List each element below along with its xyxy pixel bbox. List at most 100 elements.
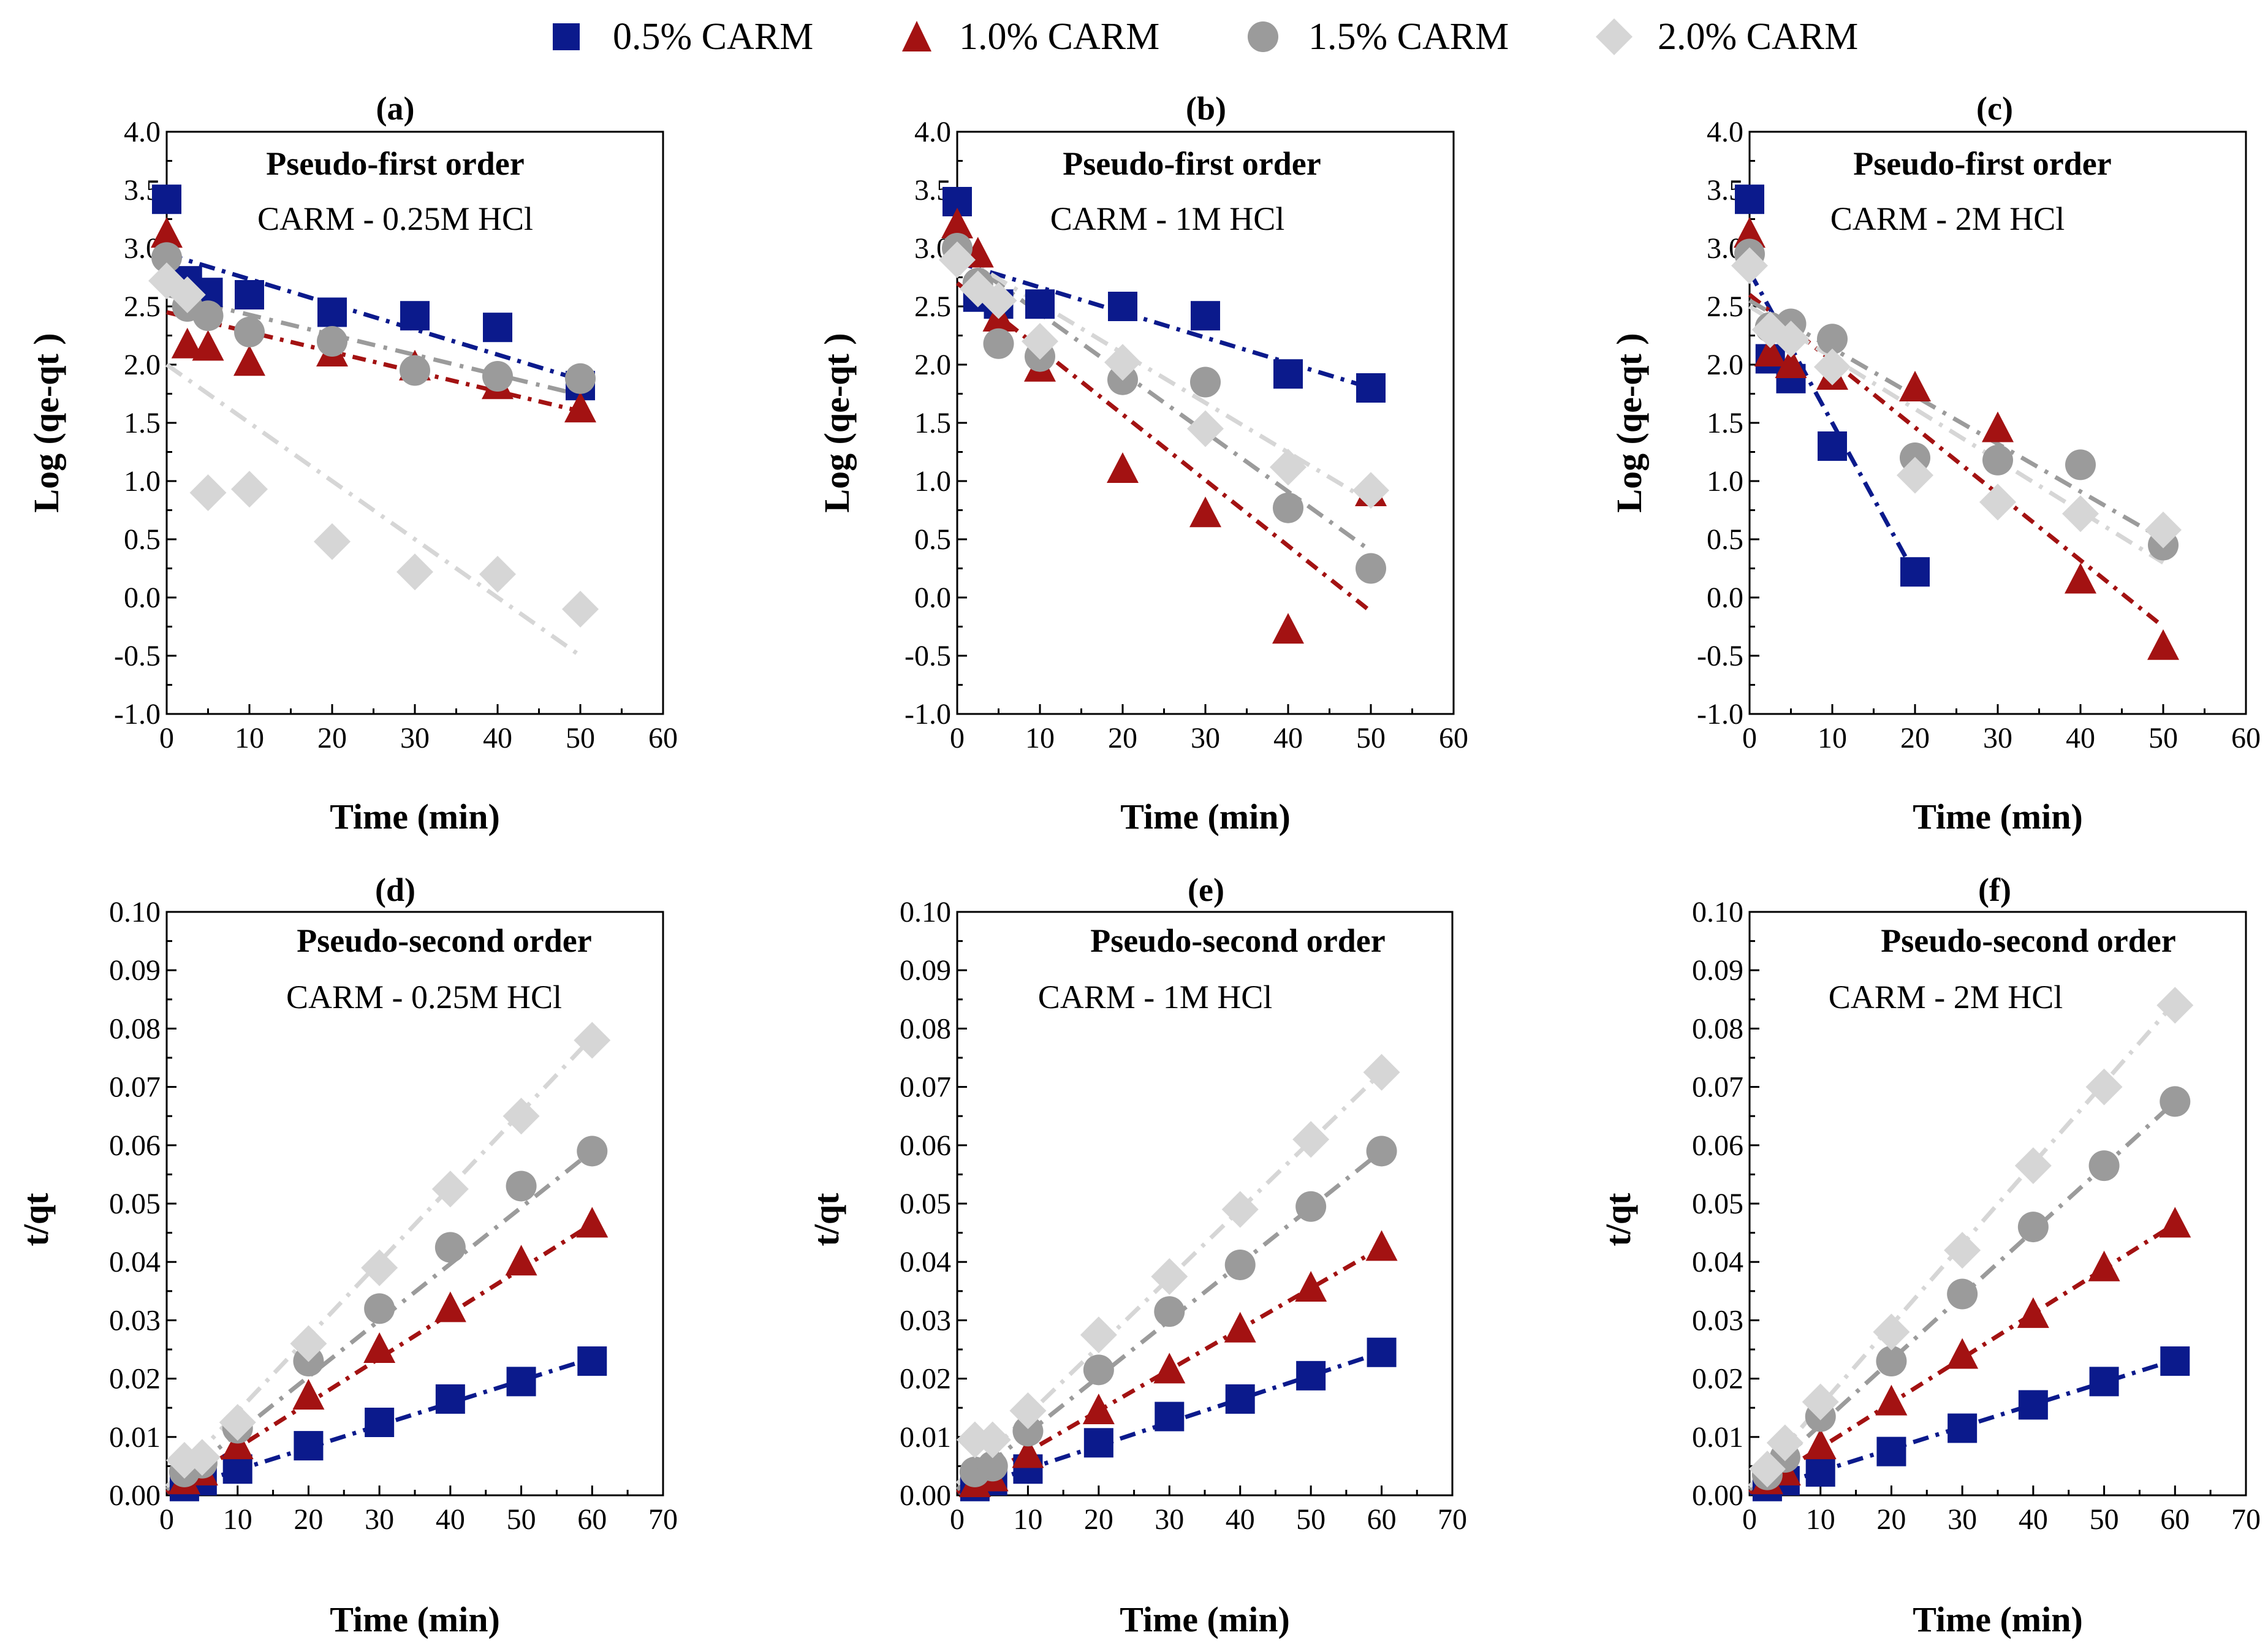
- data-points: [939, 187, 1389, 644]
- legend-item-1-5-carm[interactable]: 1.5% CARM: [1248, 16, 1509, 58]
- point-2-0-carm: [1187, 410, 1224, 447]
- x-axis-title: Time (min): [1120, 1599, 1290, 1639]
- legend-item-1-0-carm[interactable]: 1.0% CARM: [902, 16, 1159, 58]
- axis-ticks: 0 10 20 30 40 50 60 70 0.00 0.01 0.02 0.03 0.04 0.05 0…: [109, 896, 678, 1536]
- point-2-0-carm: [574, 1022, 611, 1059]
- point-1-0-carm: [363, 1332, 396, 1363]
- y-tick-label: 0.10: [900, 896, 951, 928]
- x-tick-label: 10: [1025, 722, 1055, 754]
- x-tick-label: 70: [648, 1503, 678, 1536]
- y-tick-label: 0.07: [109, 1071, 161, 1104]
- point-2-0-carm: [1104, 344, 1141, 381]
- point-0-5-carm: [235, 280, 264, 309]
- legend-item-0-5-carm[interactable]: 0.5% CARM: [553, 16, 813, 58]
- point-1-5-carm: [1083, 1354, 1114, 1386]
- fit-lines: [165, 252, 582, 658]
- subplot-subtitle: CARM - 1M HCl: [1050, 200, 1285, 237]
- y-tick-label: 0.06: [900, 1129, 951, 1162]
- point-2-0-carm: [1009, 1392, 1047, 1429]
- legend-label: 1.0% CARM: [959, 16, 1159, 58]
- point-0-5-carm: [1108, 292, 1137, 321]
- x-tick-label: 0: [159, 722, 174, 754]
- point-1-0-carm: [292, 1379, 325, 1410]
- point-1-0-carm: [1899, 371, 1931, 401]
- x-tick-label: 70: [2231, 1503, 2261, 1536]
- point-2-0-carm: [189, 474, 227, 511]
- y-tick-label: 0.00: [900, 1479, 951, 1512]
- point-1-5-carm: [1817, 324, 1848, 355]
- point-0-5-carm: [317, 297, 347, 327]
- data-points: [1748, 987, 2194, 1501]
- legend-label: 1.5% CARM: [1308, 16, 1509, 58]
- point-1-5-carm: [1012, 1416, 1044, 1447]
- point-0-5-carm: [152, 184, 181, 214]
- y-tick-label: 1.5: [1707, 407, 1743, 439]
- legend-diamond-marker: [1596, 18, 1633, 55]
- legend-item-2-0-carm[interactable]: 2.0% CARM: [1596, 16, 1858, 58]
- point-1-0-carm: [1107, 452, 1139, 483]
- x-tick-label: 70: [1438, 1503, 1467, 1536]
- y-tick-label: 0.09: [900, 954, 951, 987]
- point-1-0-carm: [1365, 1230, 1398, 1261]
- y-tick-label: 0.10: [1692, 896, 1743, 928]
- point-0-5-carm: [1805, 1457, 1835, 1487]
- axis-ticks: 0 10 20 30 40 50 60 70 0.00 0.01 0.02 0.03 0.04 0.05 0…: [900, 896, 1467, 1536]
- point-1-5-carm: [577, 1136, 608, 1167]
- point-2-0-carm: [1151, 1258, 1188, 1295]
- y-tick-label: 4.0: [1707, 116, 1743, 148]
- panel-tag: (e): [1188, 871, 1224, 908]
- data-points: [165, 1022, 611, 1501]
- y-axis-title: Log (qe-qt ): [1609, 333, 1649, 512]
- point-2-0-carm: [219, 1404, 256, 1441]
- legend-circle-marker: [1248, 21, 1278, 52]
- y-tick-label: 1.0: [124, 465, 161, 498]
- x-axis-title: Time (min): [1120, 797, 1291, 837]
- point-1-5-carm: [1876, 1346, 1907, 1377]
- point-1-0-carm: [2017, 1297, 2049, 1328]
- y-tick-label: 0.02: [109, 1363, 161, 1395]
- point-1-0-carm: [151, 217, 183, 248]
- x-tick-label: 60: [2160, 1503, 2190, 1536]
- point-0-5-carm: [365, 1408, 395, 1437]
- point-1-0-carm: [221, 1429, 254, 1460]
- y-tick-label: 1.5: [914, 407, 951, 439]
- y-axis-title: t/qt: [1598, 1193, 1638, 1246]
- subplot-subtitle: CARM - 2M HCl: [1830, 200, 2065, 237]
- point-0-5-carm: [1025, 289, 1055, 319]
- point-1-5-carm: [317, 326, 347, 357]
- point-2-0-carm: [1944, 1232, 1981, 1269]
- y-tick-label: 0.09: [1692, 954, 1743, 987]
- point-1-0-carm: [1189, 496, 1221, 528]
- point-2-0-carm: [183, 1439, 221, 1476]
- point-2-0-carm: [2085, 1068, 2123, 1106]
- panel-tag: (b): [1186, 90, 1226, 127]
- point-1-5-carm: [2017, 1212, 2049, 1243]
- point-1-0-carm: [2088, 1250, 2120, 1281]
- point-2-0-carm: [503, 1098, 540, 1135]
- point-2-0-carm: [1352, 472, 1389, 509]
- x-tick-label: 0: [1742, 722, 1757, 754]
- y-tick-label: 0.5: [1707, 523, 1743, 556]
- point-0-5-carm: [506, 1367, 536, 1397]
- point-1-0-carm: [941, 208, 973, 238]
- point-2-0-carm: [974, 1421, 1011, 1459]
- point-1-0-carm: [1875, 1384, 1908, 1416]
- point-1-0-carm: [1012, 1437, 1044, 1468]
- subplot-title: Pseudo-second order: [1090, 922, 1385, 959]
- point-2-0-carm: [1772, 321, 1810, 358]
- fit-lines: [955, 252, 1373, 613]
- subplot-subtitle: CARM - 1M HCl: [1038, 979, 1273, 1015]
- panel-c: (c) Pseudo-first order CARM - 2M HCl Tim…: [1609, 90, 2261, 837]
- point-1-5-carm: [565, 363, 596, 394]
- x-tick-label: 20: [294, 1503, 323, 1536]
- fit-line-1-0-carm: [1748, 293, 2165, 629]
- subplot-title: Pseudo-first order: [1853, 145, 2111, 182]
- y-axis-title: t/qt: [806, 1193, 846, 1246]
- fit-line-2-0-carm: [165, 363, 582, 658]
- x-axis-title: Time (min): [330, 797, 500, 837]
- panel-tag: (c): [1976, 90, 2013, 127]
- point-1-5-carm: [1190, 366, 1221, 398]
- y-tick-label: 0.01: [900, 1421, 951, 1454]
- y-tick-label: 2.0: [124, 349, 161, 381]
- x-tick-label: 60: [1439, 722, 1468, 754]
